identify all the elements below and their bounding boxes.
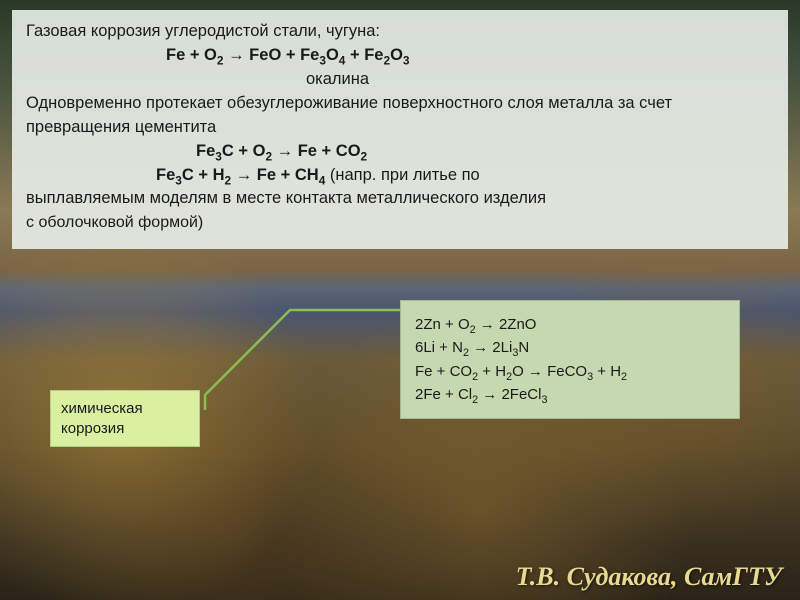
equation-2: Fe3C + O2 → Fe + CO2 bbox=[26, 140, 774, 164]
equation-3: Fe3C + H2 → Fe + CH4 (напр. при литье по bbox=[26, 164, 774, 188]
explanation-line-2: выплавляемым моделям в месте контакта ме… bbox=[26, 187, 774, 211]
author-attribution: Т.В. Судакова, СамГТУ bbox=[516, 562, 782, 592]
equation-3-note: (напр. при литье по bbox=[330, 166, 480, 184]
reactions-box: 2Zn + O2 → 2ZnO 6Li + N2 → 2Li3N Fe + CO… bbox=[400, 300, 740, 419]
label-text: химическая коррозия bbox=[61, 400, 143, 437]
main-content-panel: Газовая коррозия углеродистой стали, чуг… bbox=[12, 10, 788, 249]
explanation-line-3: с оболочковой формой) bbox=[26, 211, 774, 234]
equation-1-label: окалина bbox=[26, 68, 774, 92]
reaction-3: Fe + CO2 + H2O → FeCO3 + H2 bbox=[415, 360, 725, 383]
reaction-1: 2Zn + O2 → 2ZnO bbox=[415, 313, 725, 336]
reaction-4: 2Fe + Cl2 → 2FeCl3 bbox=[415, 383, 725, 406]
intro-line: Газовая коррозия углеродистой стали, чуг… bbox=[26, 20, 774, 44]
label-box-chemical-corrosion: химическая коррозия bbox=[50, 390, 200, 447]
reaction-2: 6Li + N2 → 2Li3N bbox=[415, 336, 725, 359]
explanation-line-1: Одновременно протекает обезуглероживание… bbox=[26, 92, 774, 140]
equation-1: Fe + O2 → FeO + Fe3O4 + Fe2O3 bbox=[26, 44, 774, 68]
